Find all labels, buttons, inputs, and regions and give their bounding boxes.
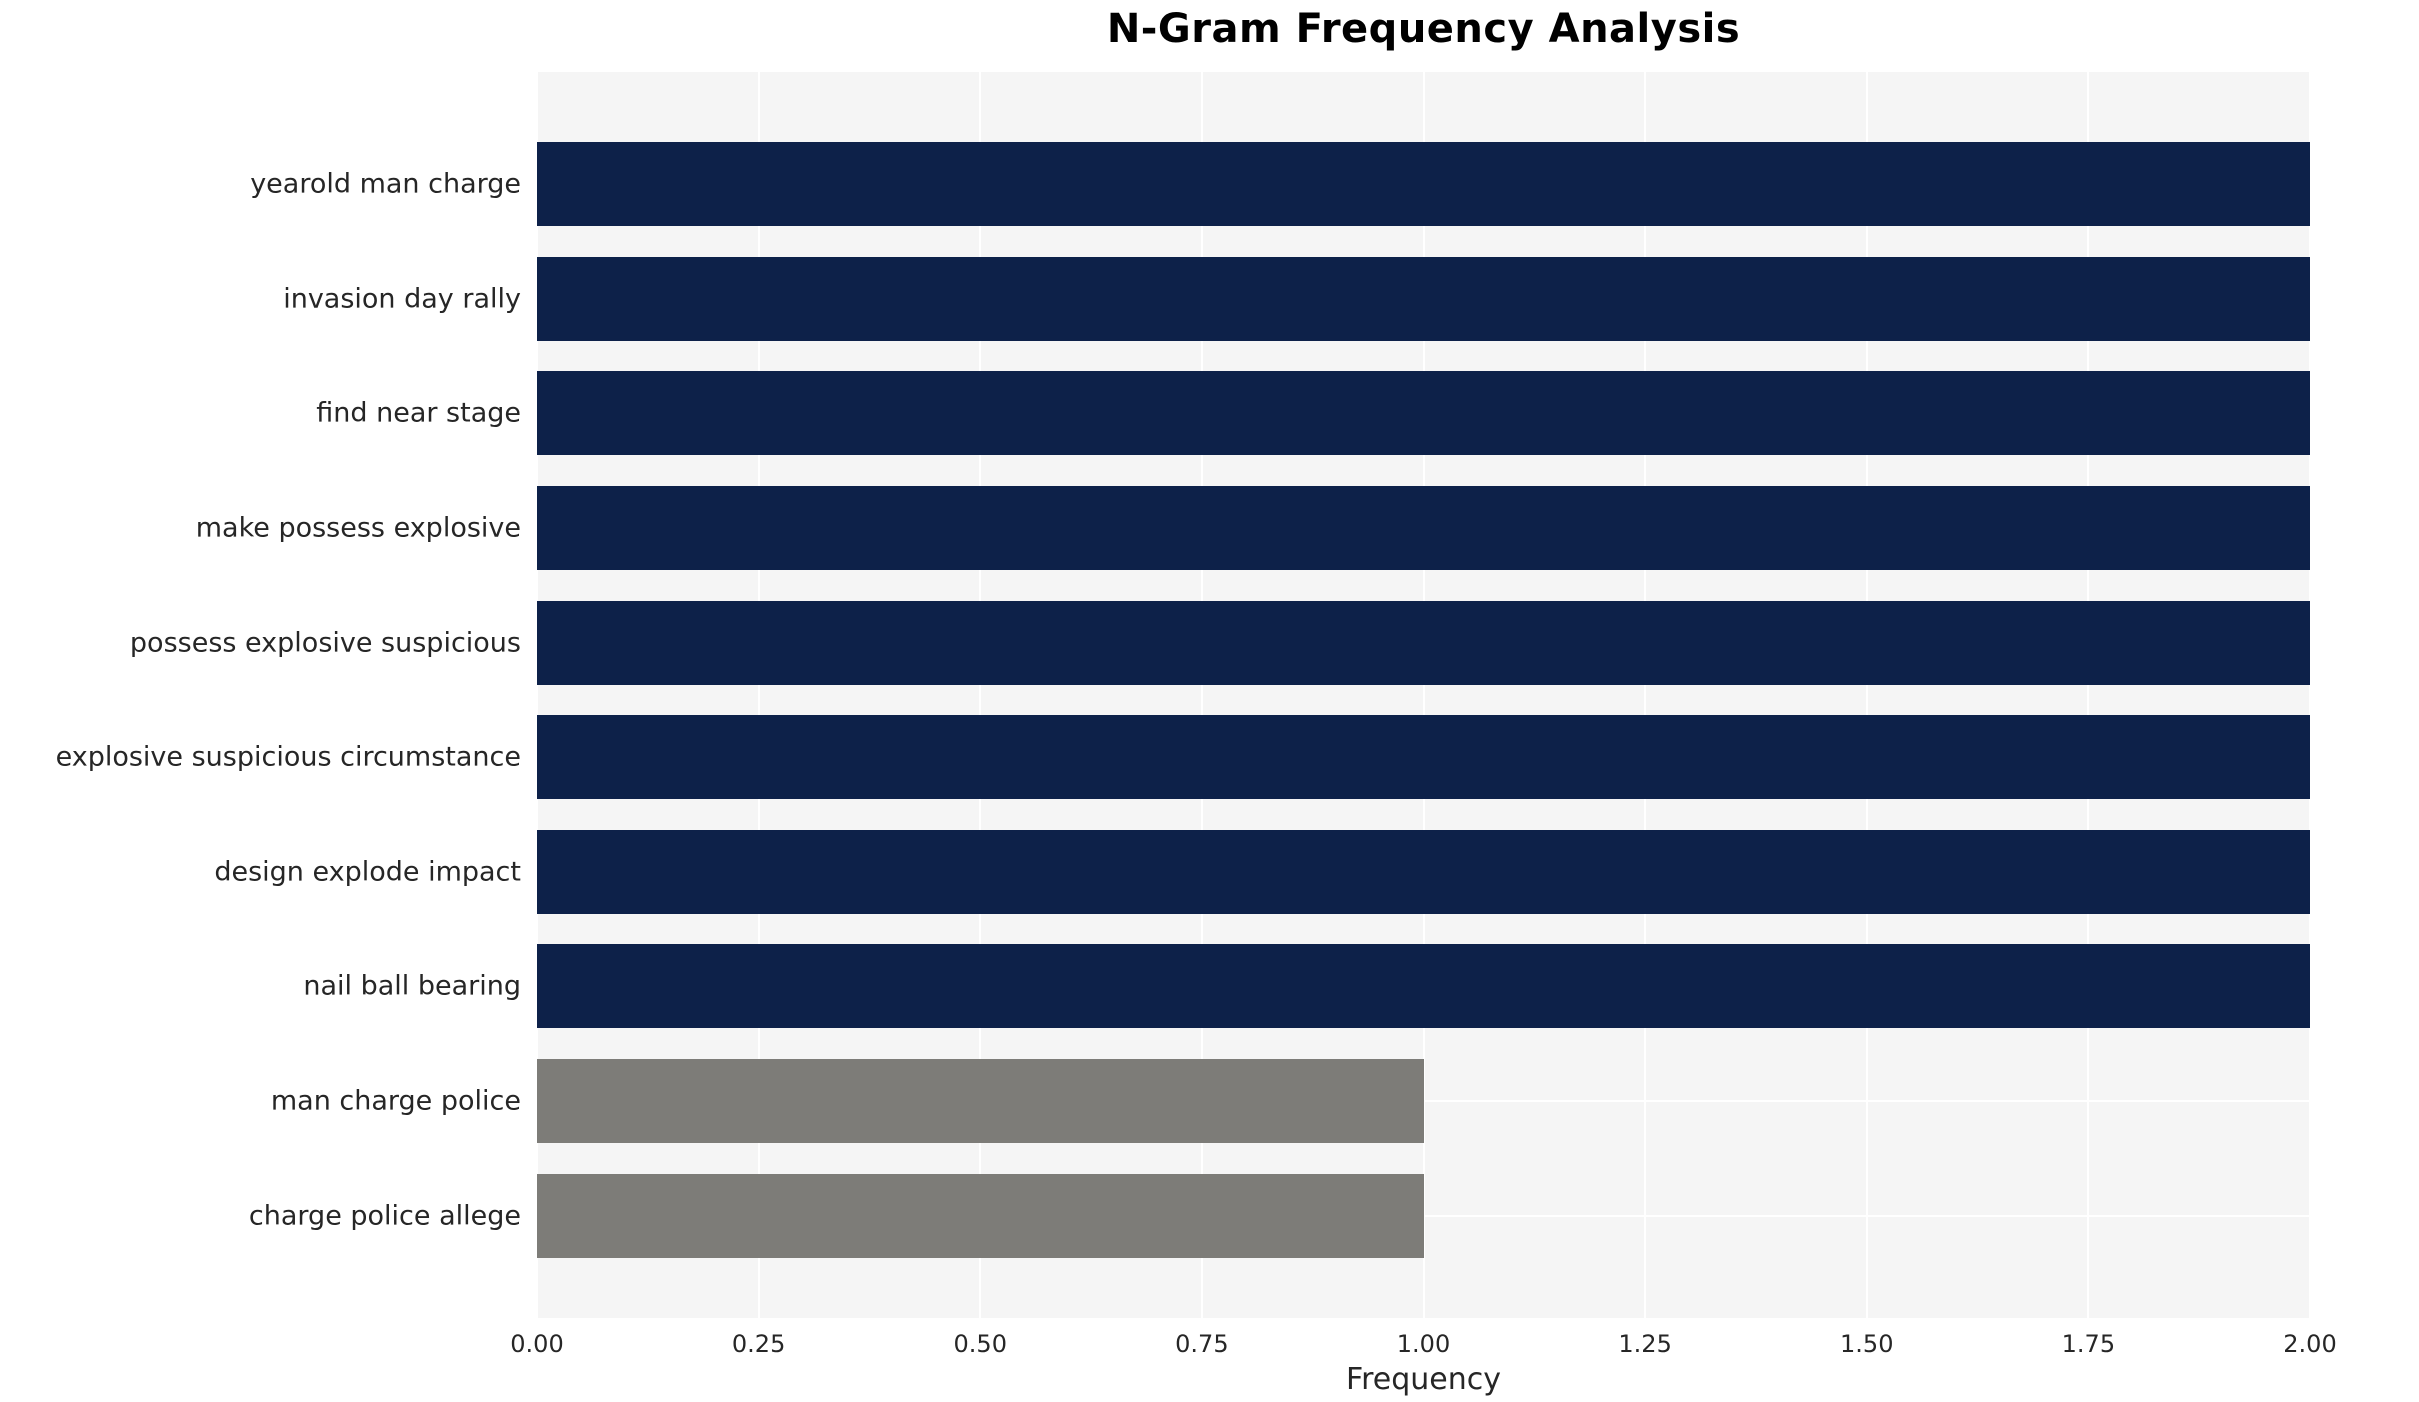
gridline-vertical	[1644, 72, 1647, 1318]
gridline-vertical	[1200, 72, 1203, 1318]
x-tick-label: 0.00	[510, 1330, 564, 1358]
bar-label: possess explosive suspicious	[129, 627, 521, 659]
bar	[537, 944, 2310, 1029]
bar	[537, 371, 2310, 456]
gridline-vertical	[979, 72, 982, 1318]
gridline-vertical	[2087, 72, 2090, 1318]
bar-row: design explode impact	[214, 815, 2310, 930]
bar-row: nail ball bearing	[303, 929, 2310, 1044]
gridline-vertical	[757, 72, 760, 1318]
bar	[537, 829, 2310, 914]
x-tick-label: 0.75	[1175, 1330, 1229, 1358]
bar-label: man charge police	[270, 1085, 521, 1117]
bar-label: find near stage	[316, 397, 521, 429]
bar	[537, 1059, 1424, 1144]
bar-rows-container: yearold man charge invasion day rally find…	[56, 72, 2310, 1318]
bar-row: make possess explosive	[196, 471, 2310, 586]
gridline-vertical	[536, 72, 538, 1318]
bar-label: charge police allege	[248, 1200, 521, 1232]
gridline-horizontal	[537, 1100, 2310, 1103]
bar-label: explosive suspicious circumstance	[55, 741, 521, 773]
gridline-vertical	[1865, 72, 1868, 1318]
bar-label: nail ball bearing	[303, 970, 521, 1002]
x-tick-label: 1.50	[1840, 1330, 1894, 1358]
bar-row: possess explosive suspicious	[130, 585, 2310, 700]
x-tick-label: 0.25	[731, 1330, 786, 1358]
bar-row: explosive suspicious circumstance	[56, 700, 2310, 815]
bar-label: invasion day rally	[283, 283, 521, 315]
gridline-horizontal	[537, 1214, 2310, 1217]
bar	[537, 1173, 1424, 1258]
bar-label: yearold man charge	[250, 168, 521, 200]
bar-row: invasion day rally	[283, 242, 2310, 357]
bar-row: man charge police	[271, 1044, 2310, 1159]
bar	[537, 715, 2310, 800]
bar-row: find near stage	[316, 356, 2310, 471]
gridline-vertical	[2309, 72, 2311, 1318]
bar	[537, 600, 2310, 685]
bar-label: make possess explosive	[195, 512, 521, 544]
plot-area: yearold man charge invasion day rally find…	[56, 72, 2311, 1318]
bar-row: charge police allege	[249, 1158, 2310, 1273]
bar	[537, 486, 2310, 571]
x-tick-label: 2.00	[2283, 1330, 2337, 1358]
x-axis-label: Frequency	[1346, 1362, 1501, 1397]
bar-row: yearold man charge	[250, 127, 2310, 242]
x-tick-label: 1.25	[1618, 1330, 1672, 1358]
gridline-vertical	[1422, 72, 1425, 1318]
bar-label: design explode impact	[214, 856, 521, 888]
x-axis-ticks: 0.00 0.25 0.50 0.75 1.00 1.25 1.50 1.75 2.00	[510, 1330, 2336, 1364]
bar	[537, 142, 2310, 227]
chart-title: N-Gram Frequency Analysis	[1106, 6, 1741, 52]
x-tick-label: 1.75	[2061, 1330, 2116, 1358]
x-tick-label: 1.00	[1396, 1330, 1451, 1358]
x-tick-label: 0.50	[953, 1330, 1007, 1358]
bar	[537, 256, 2310, 341]
